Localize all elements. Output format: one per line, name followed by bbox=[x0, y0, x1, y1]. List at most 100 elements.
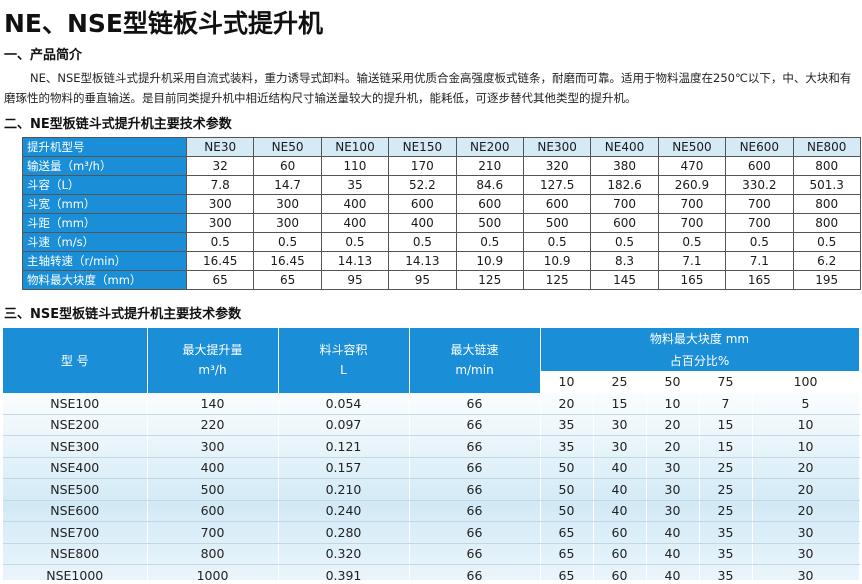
nse-lump-cell: 10 bbox=[752, 414, 860, 436]
ne-model-cell: NE600 bbox=[725, 137, 794, 157]
nse-speed-cell: 66 bbox=[409, 564, 541, 584]
nse-lump-cell: 15 bbox=[699, 414, 753, 436]
ne-value-cell: 0.5 bbox=[657, 232, 727, 252]
nse-model-cell: NSE1000 bbox=[3, 564, 148, 584]
nse-lump-cell: 60 bbox=[593, 564, 647, 584]
nse-volume-cell: 0.121 bbox=[278, 435, 410, 458]
ne-value-cell: 330.2 bbox=[725, 175, 794, 195]
intro-paragraph: NE、NSE型板链斗式提升机采用自流式装料，重力诱导式卸料。输送链采用优质合金高… bbox=[4, 71, 852, 105]
nse-lump-cell: 7 bbox=[699, 392, 753, 415]
section-heading-ne-params: 二、NE型板链斗式提升机主要技术参数 bbox=[4, 117, 232, 132]
nse-capacity-cell: 700 bbox=[147, 521, 279, 544]
ne-value-cell: 16.45 bbox=[253, 251, 322, 271]
nse-capacity-cell: 300 bbox=[147, 435, 279, 458]
nse-table-row: NSE100 140 0.054 66 20 15 10 7 5 bbox=[3, 392, 860, 415]
nse-model-cell: NSE500 bbox=[3, 478, 148, 501]
ne-table-row: 斗速（m/s） 0.5 0.5 0.5 0.5 0.5 0.5 0.5 0.5 0.5 0.5 bbox=[22, 232, 861, 252]
ne-row-label: 斗速（m/s） bbox=[22, 232, 187, 252]
ne-row-label: 输送量（m³/h） bbox=[22, 156, 187, 176]
nse-lump-cell: 20 bbox=[646, 435, 700, 458]
nse-capacity-cell: 220 bbox=[147, 414, 279, 436]
nse-percent-cell: 75 bbox=[699, 371, 753, 393]
nse-model-cell: NSE700 bbox=[3, 521, 148, 544]
ne-value-cell: 700 bbox=[657, 194, 727, 214]
ne-table-row: 斗距（mm） 300 300 400 400 500 500 600 700 700 800 bbox=[22, 213, 861, 233]
ne-value-cell: 0.5 bbox=[455, 232, 524, 252]
ne-value-cell: 35 bbox=[320, 175, 390, 195]
nse-capacity-cell: 600 bbox=[147, 500, 279, 522]
ne-value-cell: 125 bbox=[455, 270, 524, 290]
nse-lump-cell: 25 bbox=[699, 500, 753, 522]
nse-table-row: NSE1000 1000 0.391 66 65 60 40 35 30 bbox=[3, 564, 860, 584]
ne-value-cell: 8.3 bbox=[590, 251, 659, 271]
ne-header-row: 提升机型号 NE30 NE50 NE100 NE150 NE200 NE300 NE400 NE… bbox=[22, 137, 861, 157]
ne-value-cell: 7.8 bbox=[185, 175, 255, 195]
ne-value-cell: 300 bbox=[185, 194, 255, 214]
nse-lump-cell: 50 bbox=[540, 478, 594, 501]
ne-value-cell: 400 bbox=[320, 194, 390, 214]
ne-value-cell: 600 bbox=[388, 194, 457, 214]
ne-value-cell: 10.9 bbox=[455, 251, 524, 271]
nse-lump-cell: 25 bbox=[699, 478, 753, 501]
ne-value-cell: 380 bbox=[590, 156, 659, 176]
ne-value-cell: 165 bbox=[725, 270, 794, 290]
ne-value-cell: 500 bbox=[522, 213, 592, 233]
nse-model-cell: NSE100 bbox=[3, 392, 148, 415]
nse-lump-cell: 30 bbox=[593, 414, 647, 436]
ne-table-row: 斗容（L） 7.8 14.7 35 52.2 84.6 127.5 182.6 260.9 330… bbox=[22, 175, 861, 195]
nse-table-row: NSE800 800 0.320 66 65 60 40 35 30 bbox=[3, 543, 860, 565]
col-header-lump: 物料最大块度 mm bbox=[540, 328, 860, 350]
nse-speed-cell: 66 bbox=[409, 457, 541, 479]
nse-lump-cell: 40 bbox=[646, 564, 700, 584]
ne-value-cell: 700 bbox=[590, 194, 659, 214]
ne-value-cell: 14.13 bbox=[320, 251, 390, 271]
ne-value-cell: 0.5 bbox=[590, 232, 659, 252]
nse-lump-cell: 35 bbox=[699, 521, 753, 544]
nse-volume-cell: 0.210 bbox=[278, 478, 410, 501]
ne-table-row: 主轴转速（r/min） 16.45 16.45 14.13 14.13 10.9 10.9 8… bbox=[22, 251, 861, 271]
ne-value-cell: 300 bbox=[253, 194, 322, 214]
ne-row-label: 物料最大块度（mm） bbox=[22, 270, 187, 290]
nse-lump-cell: 35 bbox=[540, 435, 594, 458]
ne-value-cell: 16.45 bbox=[185, 251, 255, 271]
nse-volume-cell: 0.240 bbox=[278, 500, 410, 522]
ne-value-cell: 14.13 bbox=[388, 251, 457, 271]
nse-table-row: NSE200 220 0.097 66 35 30 20 15 10 bbox=[3, 414, 860, 436]
nse-table-row: NSE700 700 0.280 66 65 60 40 35 30 bbox=[3, 521, 860, 544]
ne-value-cell: 260.9 bbox=[657, 175, 727, 195]
nse-lump-cell: 40 bbox=[593, 478, 647, 501]
nse-capacity-cell: 140 bbox=[147, 392, 279, 415]
ne-value-cell: 600 bbox=[590, 213, 659, 233]
ne-value-cell: 165 bbox=[657, 270, 727, 290]
nse-volume-cell: 0.157 bbox=[278, 457, 410, 479]
col-header-speed: 最大链速 m/min bbox=[409, 328, 541, 393]
nse-lump-cell: 5 bbox=[752, 392, 860, 415]
nse-lump-cell: 60 bbox=[593, 543, 647, 565]
ne-value-cell: 6.2 bbox=[792, 251, 861, 271]
ne-value-cell: 300 bbox=[253, 213, 322, 233]
ne-value-cell: 95 bbox=[320, 270, 390, 290]
ne-value-cell: 145 bbox=[590, 270, 659, 290]
nse-volume-cell: 0.054 bbox=[278, 392, 410, 415]
nse-volume-cell: 0.280 bbox=[278, 521, 410, 544]
nse-spec-table-container: 型 号 最大提升量 m³/h 料斗容积 L 最大链速 m/min 物料最大块度 … bbox=[3, 328, 860, 584]
nse-lump-cell: 15 bbox=[699, 435, 753, 458]
ne-model-cell: NE500 bbox=[657, 137, 727, 157]
nse-volume-cell: 0.391 bbox=[278, 564, 410, 584]
nse-lump-cell: 60 bbox=[593, 521, 647, 544]
col-header-model: 型 号 bbox=[3, 328, 148, 393]
nse-speed-cell: 66 bbox=[409, 478, 541, 501]
ne-value-cell: 700 bbox=[725, 194, 794, 214]
ne-model-cell: NE200 bbox=[455, 137, 524, 157]
ne-model-cell: NE50 bbox=[253, 137, 322, 157]
ne-value-cell: 95 bbox=[388, 270, 457, 290]
ne-value-cell: 110 bbox=[320, 156, 390, 176]
ne-value-cell: 7.1 bbox=[657, 251, 727, 271]
ne-value-cell: 0.5 bbox=[185, 232, 255, 252]
nse-volume-cell: 0.320 bbox=[278, 543, 410, 565]
nse-lump-cell: 20 bbox=[752, 500, 860, 522]
nse-speed-cell: 66 bbox=[409, 414, 541, 436]
nse-capacity-cell: 500 bbox=[147, 478, 279, 501]
ne-value-cell: 127.5 bbox=[522, 175, 592, 195]
nse-lump-cell: 20 bbox=[752, 457, 860, 479]
